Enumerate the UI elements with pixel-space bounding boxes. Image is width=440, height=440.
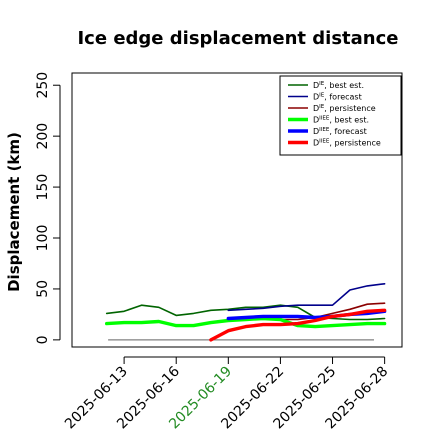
y-tick-label: 150 <box>35 174 51 201</box>
legend-label: DIIEE, forecast <box>313 127 367 136</box>
y-tick-label: 100 <box>35 225 51 252</box>
legend-label: DIE, forecast <box>313 93 362 102</box>
legend-label: DIIEE, persistence <box>313 139 381 148</box>
legend-label: DIE, best est. <box>313 81 364 90</box>
y-tick-label: 50 <box>35 280 51 298</box>
x-axis: 2025-06-132025-06-162025-06-192025-06-22… <box>62 356 391 432</box>
series-line-0 <box>105 304 386 321</box>
series-line-3 <box>104 316 387 329</box>
plot-frame <box>71 72 403 348</box>
legend: DIE, best est. DIE, forecast DIE, persiste… <box>279 75 402 156</box>
series-line-5 <box>209 308 387 342</box>
y-tick-label: 200 <box>35 123 51 150</box>
chart-title: Ice edge displacement distance <box>77 28 398 49</box>
y-tick-label: 250 <box>35 72 51 99</box>
y-axis-label: Displacement (km) <box>5 132 23 292</box>
y-tick-label: 0 <box>35 335 51 344</box>
series-line-1 <box>227 282 386 312</box>
y-axis: 0 50 100 150 200 250 <box>35 72 61 344</box>
legend-label: DIE, persistence <box>313 104 376 113</box>
series-group <box>104 282 387 342</box>
legend-label: DIIEE, best est. <box>313 116 369 125</box>
